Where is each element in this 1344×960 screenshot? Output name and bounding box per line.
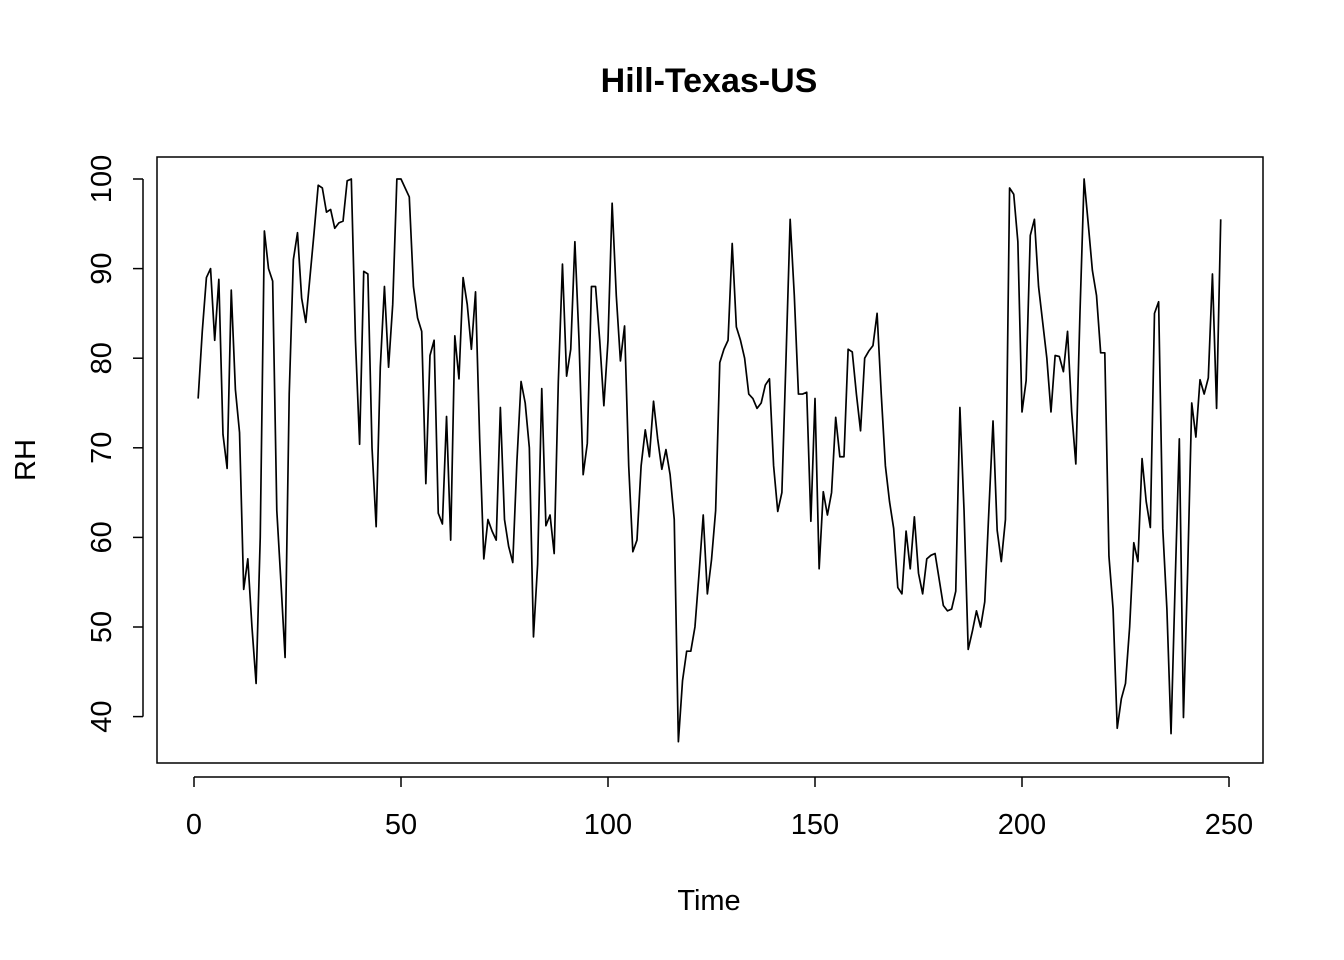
chart-title: Hill-Texas-US bbox=[601, 62, 818, 100]
x-tick-label: 250 bbox=[1205, 809, 1253, 841]
x-tick-label: 0 bbox=[186, 809, 202, 841]
y-tick-label: 50 bbox=[86, 611, 118, 643]
x-axis: 0 50 100 150 200 250 bbox=[186, 776, 1253, 841]
x-tick-label: 200 bbox=[998, 809, 1046, 841]
y-axis: 40 50 60 70 80 90 100 bbox=[86, 155, 144, 733]
y-tick-label: 90 bbox=[86, 252, 118, 284]
y-tick-label: 80 bbox=[86, 342, 118, 374]
x-tick-label: 150 bbox=[791, 809, 839, 841]
x-axis-label: Time bbox=[677, 885, 740, 917]
plot-frame bbox=[156, 156, 1264, 764]
y-tick-label: 60 bbox=[86, 521, 118, 553]
x-tick-label: 50 bbox=[385, 809, 417, 841]
x-tick-label: 100 bbox=[584, 809, 632, 841]
y-tick-label: 70 bbox=[86, 432, 118, 464]
y-tick-label: 40 bbox=[86, 700, 118, 732]
rh-series-line bbox=[197, 178, 1222, 743]
y-tick-label: 100 bbox=[86, 155, 118, 203]
y-axis-label: RH bbox=[10, 439, 42, 481]
